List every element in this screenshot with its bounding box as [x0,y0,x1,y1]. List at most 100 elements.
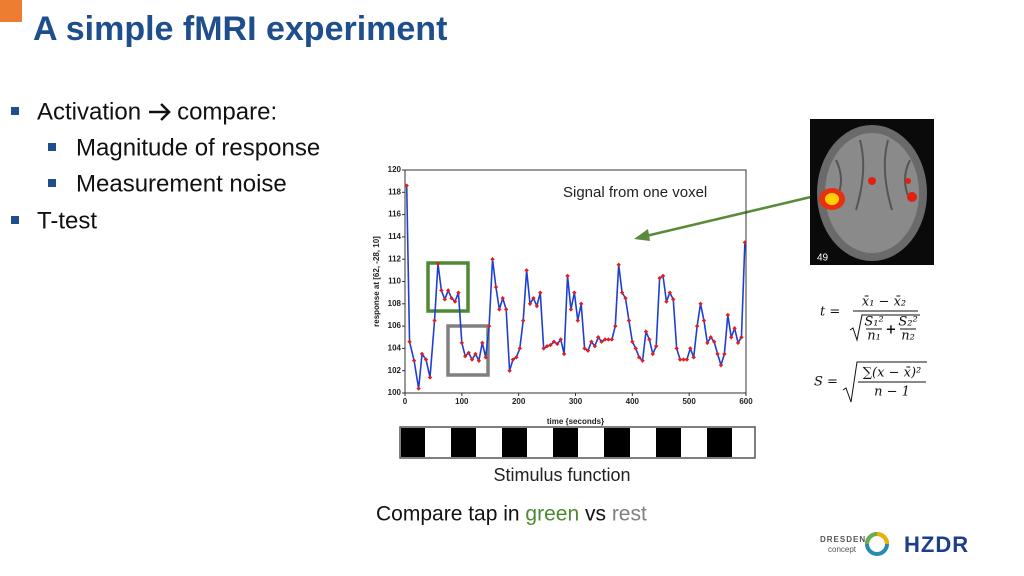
data-point [619,290,625,295]
data-point [517,346,523,351]
data-point [466,350,471,356]
data-point [524,268,529,273]
bullet-marker [11,107,19,115]
data-point [527,301,533,306]
plot-frame [404,169,747,394]
data-point [633,346,638,351]
data-point [742,240,748,245]
stimulus-bar [399,426,756,459]
caption-text: Compare tap in [376,503,525,526]
data-point [739,335,744,340]
bullet-text: T-test [37,207,97,234]
data-point [589,339,594,344]
data-point [407,339,412,344]
y-tick-label: 102 [388,366,402,375]
formula-text: n − 1 [874,385,910,400]
data-point [599,339,604,344]
image-label: 49 [817,253,829,264]
data-point [419,351,425,357]
data-point [459,340,465,346]
data-point [681,357,686,362]
formula-text: n₁ [867,329,881,344]
data-point [497,307,502,312]
data-point [677,357,683,362]
data-point [657,275,662,281]
data-point [718,362,724,368]
data-point [694,323,700,329]
bullet-marker [48,143,56,151]
data-point [708,335,713,340]
data-point [503,307,509,312]
data-point [411,358,417,363]
data-point [476,358,482,363]
data-point [507,368,512,373]
data-point [541,346,546,351]
data-point [483,355,488,360]
rest-box [446,324,490,377]
data-point [671,297,676,302]
data-point [640,358,645,363]
x-tick-label: 400 [626,397,640,406]
data-point [606,337,611,342]
data-point [691,355,696,360]
formula-text: n₂ [901,329,915,344]
data-point [623,296,628,301]
y-tick-label: 104 [388,344,402,353]
data-point [449,296,454,301]
bullet-text: Magnitude of response [76,134,320,161]
data-point [578,301,584,306]
data-point [684,357,690,362]
data-point [735,340,741,346]
y-tick-label: 110 [388,277,401,286]
formula-text: t = [820,305,840,320]
data-point [630,339,635,344]
corner-mark [0,0,22,22]
caption-text: rest [612,503,647,526]
data-point [439,288,444,293]
data-point [493,284,499,290]
slide-title: A simple fMRI experiment [33,10,447,48]
data-point [538,290,543,295]
data-point [521,318,526,323]
data-point [544,343,550,349]
formula-text: + [886,323,897,338]
data-point [561,351,567,357]
data-point [609,337,615,342]
caption-text: vs [579,503,612,526]
data-point [514,355,519,360]
data-point [490,257,495,262]
data-point [688,346,693,351]
annotation-arrow [634,194,816,241]
data-point [711,339,717,344]
y-tick-label: 120 [388,165,402,174]
data-point [565,273,570,279]
data-point [423,357,429,362]
y-tick-label: 108 [388,299,402,308]
formula-text: S₁² [864,315,883,330]
data-point [592,343,598,349]
bullet-marker [48,179,56,187]
y-axis-label: response at [62, -28, 10] [372,236,381,327]
bullet-text: Measurement noise [76,170,287,197]
data-point [416,386,421,391]
arrow-icon [149,103,171,121]
data-point [500,296,505,301]
x-tick-label: 600 [739,397,753,406]
y-tick-label: 118 [388,187,401,196]
data-point [674,346,679,351]
data-point [701,318,707,323]
data-point [427,375,433,380]
data-point [698,301,703,306]
data-point [725,312,731,318]
data-point [616,262,621,267]
data-point [555,341,560,347]
data-point [667,290,673,295]
data-point [473,351,478,357]
data-point [602,337,608,342]
data-point [463,354,468,359]
formula-text: x̄₁ − x̄₂ [862,295,906,310]
data-point [551,339,557,344]
brain-image [810,119,934,265]
s-formula: S = ∑(x − x̄)² n − 1 [814,361,927,403]
